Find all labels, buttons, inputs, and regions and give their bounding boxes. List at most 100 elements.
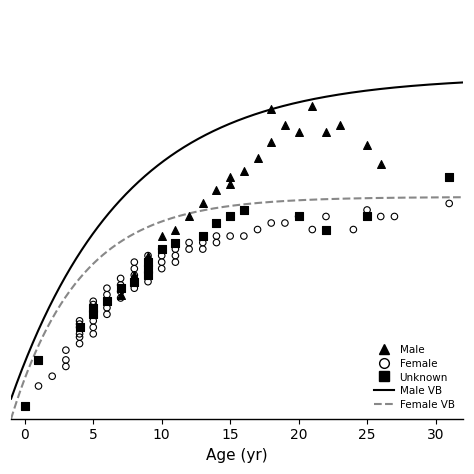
Point: [76, 324, 83, 331]
Point: [213, 187, 220, 194]
Point: [130, 258, 138, 266]
Point: [21, 402, 28, 410]
Point: [309, 102, 316, 109]
Point: [446, 200, 453, 207]
Point: [172, 258, 179, 266]
Point: [158, 252, 165, 259]
Point: [90, 298, 97, 305]
Point: [240, 167, 247, 174]
Point: [76, 340, 83, 347]
Point: [144, 278, 152, 285]
Point: [446, 173, 453, 181]
Point: [90, 317, 97, 325]
Point: [322, 226, 330, 233]
Point: [130, 265, 138, 273]
Point: [76, 330, 83, 337]
Point: [103, 284, 111, 292]
Point: [322, 128, 330, 136]
Point: [267, 219, 275, 227]
Point: [267, 105, 275, 113]
Point: [267, 138, 275, 146]
Point: [158, 246, 165, 253]
Point: [117, 288, 124, 295]
Point: [281, 219, 289, 227]
Point: [199, 246, 207, 253]
Point: [130, 272, 138, 279]
Point: [144, 272, 152, 279]
Point: [363, 206, 371, 214]
Point: [76, 317, 83, 325]
Point: [309, 226, 316, 233]
Point: [199, 200, 207, 207]
Point: [227, 180, 234, 188]
Point: [295, 213, 302, 220]
X-axis label: Age (yr): Age (yr): [206, 448, 268, 463]
Point: [130, 278, 138, 285]
Point: [322, 213, 330, 220]
Point: [172, 239, 179, 246]
Point: [144, 265, 152, 273]
Point: [391, 213, 398, 220]
Point: [377, 213, 384, 220]
Point: [103, 304, 111, 311]
Point: [130, 278, 138, 285]
Point: [76, 320, 83, 328]
Point: [62, 346, 70, 354]
Point: [185, 213, 193, 220]
Point: [172, 252, 179, 259]
Point: [90, 310, 97, 318]
Point: [103, 298, 111, 305]
Point: [130, 284, 138, 292]
Point: [213, 239, 220, 246]
Point: [158, 258, 165, 266]
Point: [103, 291, 111, 299]
Point: [199, 232, 207, 240]
Point: [172, 246, 179, 253]
Point: [144, 252, 152, 259]
Point: [158, 265, 165, 273]
Point: [62, 356, 70, 364]
Point: [90, 324, 97, 331]
Point: [158, 246, 165, 253]
Point: [117, 274, 124, 282]
Point: [144, 258, 152, 266]
Point: [363, 213, 371, 220]
Point: [213, 232, 220, 240]
Point: [103, 310, 111, 318]
Point: [240, 232, 247, 240]
Point: [144, 258, 152, 266]
Point: [117, 291, 124, 299]
Point: [158, 246, 165, 253]
Point: [90, 304, 97, 311]
Point: [144, 265, 152, 273]
Point: [103, 298, 111, 305]
Point: [240, 206, 247, 214]
Point: [117, 294, 124, 302]
Point: [158, 232, 165, 240]
Point: [35, 356, 42, 364]
Point: [336, 121, 344, 129]
Point: [90, 310, 97, 318]
Point: [295, 213, 302, 220]
Point: [35, 382, 42, 390]
Point: [130, 272, 138, 279]
Point: [227, 173, 234, 181]
Point: [172, 226, 179, 233]
Point: [90, 301, 97, 308]
Point: [117, 284, 124, 292]
Point: [227, 213, 234, 220]
Point: [90, 330, 97, 337]
Point: [199, 239, 207, 246]
Point: [350, 226, 357, 233]
Point: [76, 333, 83, 341]
Point: [144, 252, 152, 259]
Point: [227, 232, 234, 240]
Point: [185, 246, 193, 253]
Point: [363, 141, 371, 148]
Point: [254, 226, 261, 233]
Point: [117, 281, 124, 289]
Point: [48, 373, 56, 380]
Point: [90, 307, 97, 315]
Point: [62, 363, 70, 370]
Point: [213, 219, 220, 227]
